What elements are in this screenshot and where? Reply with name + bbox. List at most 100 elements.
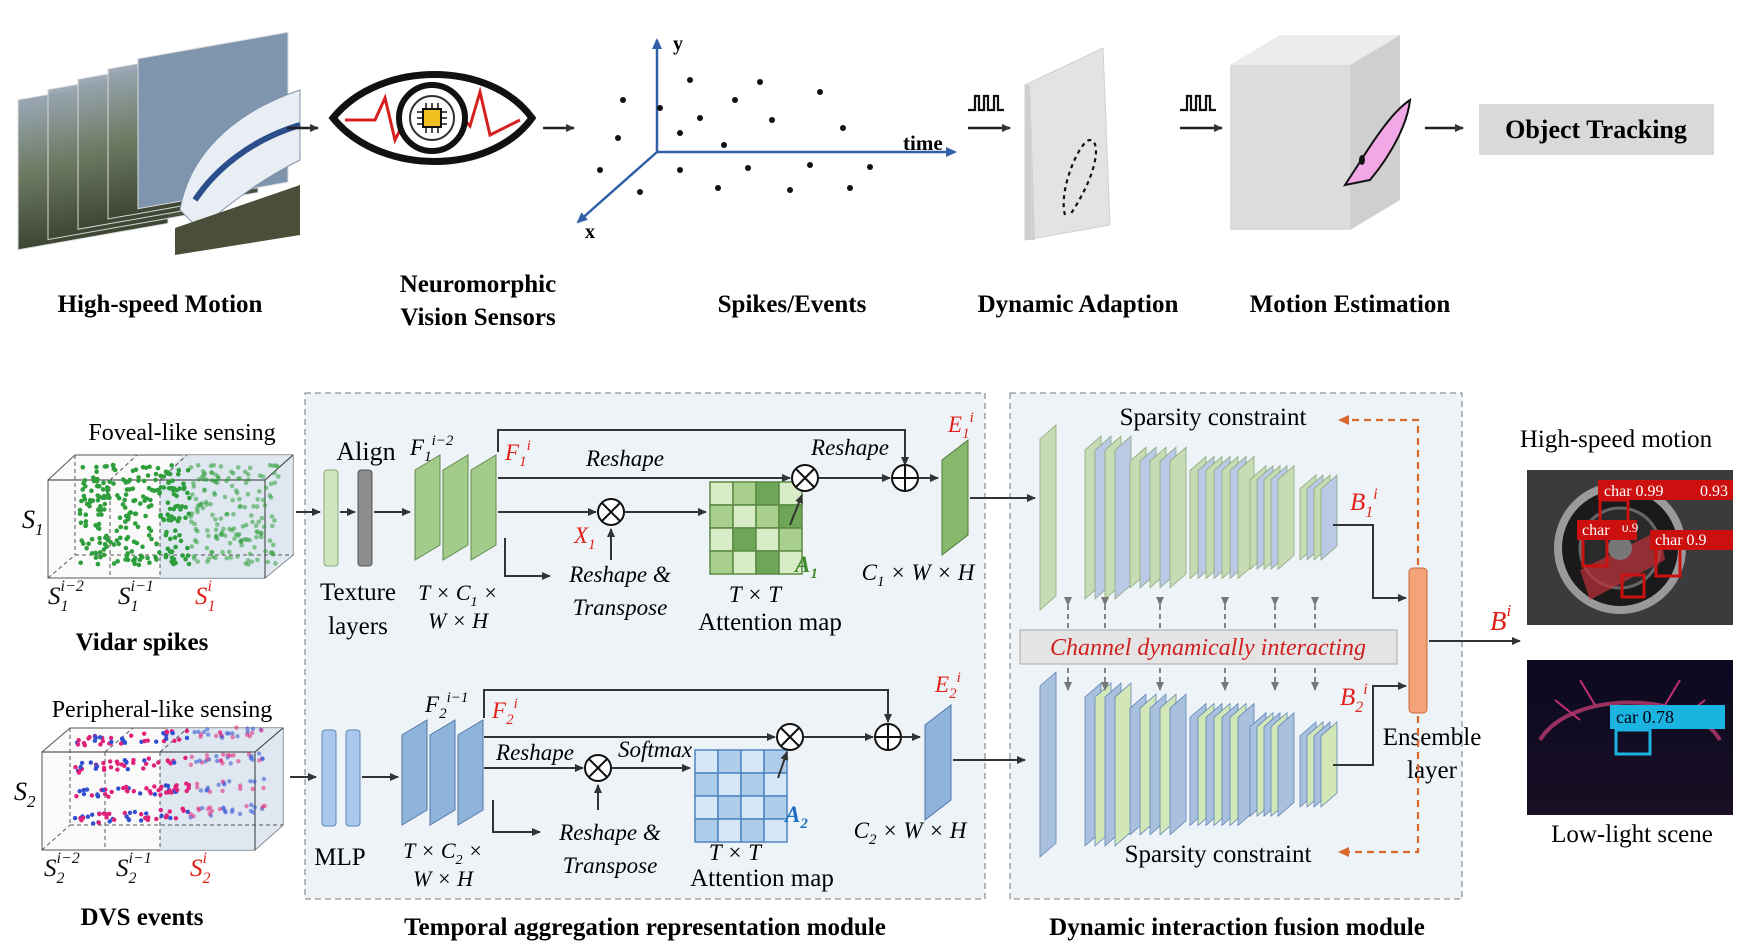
event-dot (82, 743, 88, 748)
spike-dot (173, 560, 178, 566)
event-dot (101, 765, 107, 771)
event-dot (103, 792, 108, 797)
spike-dot (206, 556, 211, 562)
event-dot (152, 784, 157, 789)
event-dot (234, 725, 239, 730)
spike-dot (98, 504, 103, 509)
event-dot (127, 810, 133, 815)
detect-label-3: char (1582, 522, 1610, 539)
spike-dot (78, 560, 83, 566)
spike-dot (208, 501, 213, 507)
mlp-layer-2 (345, 729, 361, 827)
spike-dot (215, 522, 220, 527)
spike-dot (190, 492, 195, 497)
attn-label-top: Attention map (698, 609, 842, 636)
spike-dot (111, 561, 117, 566)
spike-dot (89, 536, 95, 542)
spike-dot (82, 497, 88, 502)
spike-dot (163, 469, 169, 475)
event-dot (101, 811, 107, 816)
spike-dot (270, 463, 276, 469)
spike-dot (185, 490, 190, 496)
attention-cell (717, 749, 742, 774)
event-dot (185, 809, 190, 814)
sparsity-top-label: Sparsity constraint (1120, 404, 1307, 431)
event-dot (230, 731, 235, 736)
event-dot (85, 814, 91, 819)
spike-dot (163, 532, 169, 538)
spike-dot (195, 559, 200, 564)
spike-dot (111, 463, 116, 468)
multiply-op-top-1 (597, 498, 625, 526)
event-dot (194, 781, 200, 786)
spike-dot (97, 483, 102, 489)
attention-cell (732, 527, 757, 552)
attention-cell (717, 772, 742, 797)
texture-label-2: layers (328, 613, 388, 640)
event-dot (84, 787, 90, 792)
spike-dot (272, 480, 278, 486)
spike-dot (242, 469, 248, 475)
spike-dot (148, 497, 153, 503)
spike-dot (138, 501, 143, 506)
spike-dot (93, 555, 99, 560)
spike-dot (96, 494, 102, 500)
spike-dot (180, 553, 185, 558)
frame-label: S1i (195, 578, 216, 615)
spike-dot (89, 551, 95, 556)
event-dot (261, 776, 267, 782)
event-dot (221, 806, 226, 811)
spike-dot (152, 488, 157, 494)
spike-dot (213, 517, 218, 522)
wh-dims-bottom: W × H (413, 866, 474, 891)
spike-dot (242, 504, 247, 510)
attn-tt-bottom: T × T (709, 840, 763, 865)
spike-dot (133, 467, 139, 473)
spike-dot (171, 506, 177, 512)
softmax-label: Softmax (618, 737, 693, 762)
spike-dot (163, 554, 169, 560)
spike-dot (122, 497, 127, 503)
attention-cell (755, 527, 780, 552)
spike-dot (193, 496, 199, 502)
spike-dot (123, 525, 129, 531)
spike-dot (146, 533, 152, 538)
reshape-transpose-top-2: Transpose (573, 595, 668, 620)
spike-dot (252, 545, 257, 550)
fusion-channel (1277, 464, 1295, 571)
f2-prev-label: F2i−1 (424, 690, 468, 722)
spike-dot (251, 504, 256, 509)
event-dot (218, 730, 223, 736)
spike-dot (97, 550, 103, 555)
channel-label-box (1019, 629, 1398, 665)
spike-dot (263, 548, 268, 554)
spike-dot (169, 555, 175, 561)
spike-dot (84, 501, 90, 507)
attention-cell (709, 550, 734, 575)
spike-dot (98, 554, 103, 560)
event-dot (93, 735, 98, 740)
event-dot (156, 760, 161, 765)
spike-dot (195, 463, 201, 468)
object-tracking-box: Object Tracking (1479, 104, 1714, 155)
spike-dot (186, 561, 192, 567)
fusion-channel (1169, 446, 1187, 589)
event-dot (139, 812, 144, 817)
event-dot (131, 789, 136, 794)
spike-dot (201, 477, 207, 482)
event-dot (159, 784, 164, 789)
wh-dims-top: W × H (428, 608, 489, 633)
event-dot (142, 738, 147, 744)
spike-dot (100, 487, 106, 492)
spike-event-axes: y time x (576, 33, 957, 243)
spike-dot (101, 547, 107, 552)
axis-x-label: x (585, 221, 595, 243)
frame-label: S2i−2 (44, 850, 80, 887)
spike-dot (167, 506, 173, 512)
f1-cur-label: F1i (504, 438, 531, 470)
event-dot (77, 789, 82, 794)
spike-dot (275, 464, 280, 469)
event-dot (81, 787, 86, 793)
event-dot (109, 739, 114, 745)
